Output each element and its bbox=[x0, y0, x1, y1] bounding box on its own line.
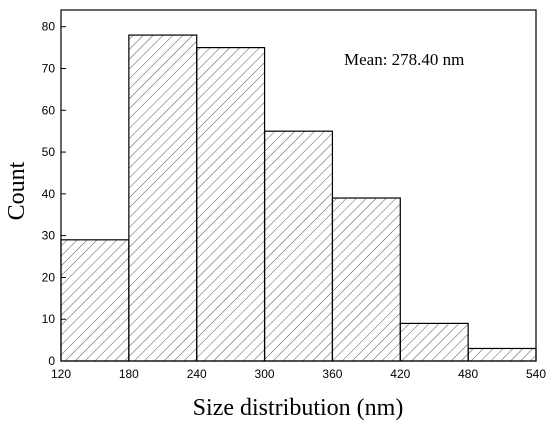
x-tick-label-180: 180 bbox=[119, 367, 139, 381]
y-tick-label-80: 80 bbox=[42, 20, 56, 34]
x-tick-label-240: 240 bbox=[187, 367, 207, 381]
bar-240-300 bbox=[196, 47, 266, 362]
bar-180-240 bbox=[128, 34, 198, 362]
y-tick-label-70: 70 bbox=[42, 62, 56, 76]
y-tick-label-10: 10 bbox=[42, 312, 56, 326]
x-tick-label-540: 540 bbox=[526, 367, 546, 381]
bar-300-360 bbox=[263, 130, 334, 362]
y-tick-label-40: 40 bbox=[42, 187, 56, 201]
mean-annotation: Mean: 278.40 nm bbox=[344, 50, 464, 69]
x-tick-label-420: 420 bbox=[390, 367, 410, 381]
x-tick-label-360: 360 bbox=[322, 367, 342, 381]
y-axis-title: Count bbox=[4, 161, 30, 220]
y-axis: 0 10 20 30 40 50 60 70 80 bbox=[42, 20, 66, 368]
plot-frame bbox=[60, 9, 537, 362]
x-tick-label-300: 300 bbox=[255, 367, 275, 381]
y-tick-label-60: 60 bbox=[42, 103, 56, 117]
x-tick-label-480: 480 bbox=[458, 367, 478, 381]
x-axis-title: Size distribution (nm) bbox=[193, 395, 404, 421]
bar-480-540 bbox=[467, 347, 537, 362]
x-axis: 120 180 240 300 360 420 480 540 bbox=[51, 356, 546, 381]
y-tick-label-30: 30 bbox=[42, 229, 56, 243]
bar-360-420 bbox=[331, 197, 401, 362]
bars-group bbox=[60, 34, 537, 362]
y-tick-label-20: 20 bbox=[42, 270, 56, 284]
x-tick-label-120: 120 bbox=[51, 367, 71, 381]
y-tick-label-50: 50 bbox=[42, 145, 56, 159]
y-tick-label-0: 0 bbox=[48, 354, 55, 368]
bar-120-180 bbox=[60, 239, 130, 362]
bar-420-480 bbox=[399, 322, 469, 362]
